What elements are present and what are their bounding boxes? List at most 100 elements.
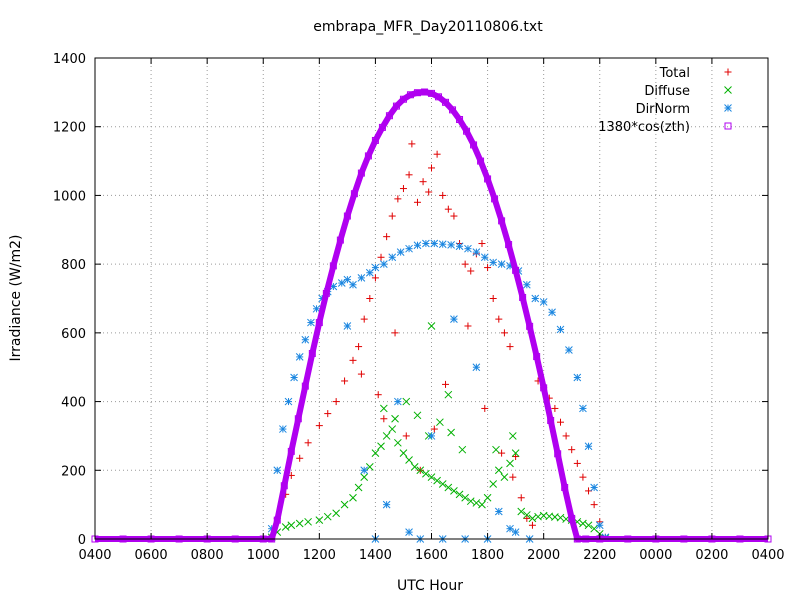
data-point <box>402 397 411 406</box>
data-point <box>461 493 470 502</box>
data-point <box>447 241 455 249</box>
data-point <box>458 445 467 454</box>
data-point <box>402 432 410 440</box>
data-point <box>562 432 570 440</box>
data-point <box>584 521 593 530</box>
series-0 <box>268 140 609 541</box>
data-point <box>531 294 540 303</box>
data-point <box>304 439 312 447</box>
data-point <box>374 391 382 399</box>
data-point <box>301 335 310 344</box>
data-point <box>466 497 475 506</box>
data-point <box>393 397 402 406</box>
data-point <box>410 462 419 471</box>
data-point <box>478 500 486 509</box>
legend-label: Diffuse <box>644 84 690 99</box>
data-point <box>406 91 414 99</box>
data-point <box>329 262 337 270</box>
data-point <box>579 473 587 481</box>
data-point <box>371 263 380 272</box>
data-point <box>399 449 408 457</box>
data-point <box>568 514 576 522</box>
data-point <box>478 240 486 248</box>
y-tick-label: 400 <box>61 396 86 411</box>
data-point <box>399 185 407 193</box>
data-point <box>350 190 358 198</box>
data-point <box>379 404 388 413</box>
data-point <box>301 382 309 390</box>
data-point <box>405 456 413 464</box>
data-layer <box>91 88 772 543</box>
data-point <box>573 373 582 382</box>
data-point <box>565 346 573 354</box>
data-point <box>322 289 330 297</box>
data-point <box>464 322 472 330</box>
data-point <box>494 507 503 516</box>
data-point <box>442 98 450 106</box>
data-point <box>371 274 379 282</box>
data-point <box>307 318 315 327</box>
data-point <box>512 266 520 274</box>
data-point <box>495 315 503 323</box>
y-tick-label: 600 <box>61 327 86 342</box>
data-point <box>349 356 357 364</box>
data-point <box>554 450 562 458</box>
data-point <box>366 295 374 302</box>
x-tick-label: 2200 <box>583 548 616 563</box>
data-point <box>371 136 379 144</box>
data-point <box>447 428 455 437</box>
data-point <box>491 195 499 203</box>
data-point <box>273 516 281 524</box>
data-point <box>357 370 365 378</box>
data-point <box>422 469 430 478</box>
data-point <box>391 414 399 423</box>
data-point <box>492 445 500 454</box>
data-point <box>428 89 435 97</box>
data-point <box>528 521 536 529</box>
data-point <box>312 304 321 313</box>
legend-label: 1380*cos(zth) <box>598 120 690 135</box>
data-point <box>539 298 548 306</box>
data-point <box>489 480 498 488</box>
data-point <box>595 521 604 530</box>
data-point <box>295 353 304 361</box>
data-point <box>500 329 508 337</box>
axes: 0400 0600 0800 1000 1200 1400 1600 1800 2000 2200… <box>53 52 785 563</box>
x-tick-label: 0400 <box>78 548 111 563</box>
data-point <box>413 411 422 420</box>
data-point <box>377 442 385 451</box>
data-point <box>464 244 472 253</box>
data-point <box>332 509 341 518</box>
data-point <box>579 404 587 413</box>
data-point <box>284 397 293 406</box>
data-point <box>556 418 564 426</box>
data-point <box>273 466 282 475</box>
data-point <box>477 157 485 165</box>
data-point <box>405 244 413 253</box>
data-point <box>323 512 332 521</box>
data-point <box>405 171 413 179</box>
data-point <box>379 260 388 268</box>
data-point <box>380 415 388 423</box>
data-point <box>463 127 471 135</box>
legend-marker <box>724 68 732 76</box>
data-point <box>413 198 421 206</box>
data-point <box>450 315 458 323</box>
data-point <box>561 483 569 491</box>
data-point <box>354 483 363 492</box>
data-point <box>528 514 537 523</box>
data-point <box>360 466 369 475</box>
data-point <box>430 425 438 433</box>
data-point <box>568 446 576 454</box>
data-point <box>533 353 541 361</box>
data-point <box>377 253 385 261</box>
data-point <box>573 459 581 467</box>
data-point <box>279 425 287 433</box>
data-point <box>497 260 506 268</box>
data-point <box>444 205 452 213</box>
data-point <box>540 384 548 392</box>
data-point <box>427 473 436 482</box>
x-tick-label: 1600 <box>415 548 448 563</box>
data-point <box>304 517 312 526</box>
